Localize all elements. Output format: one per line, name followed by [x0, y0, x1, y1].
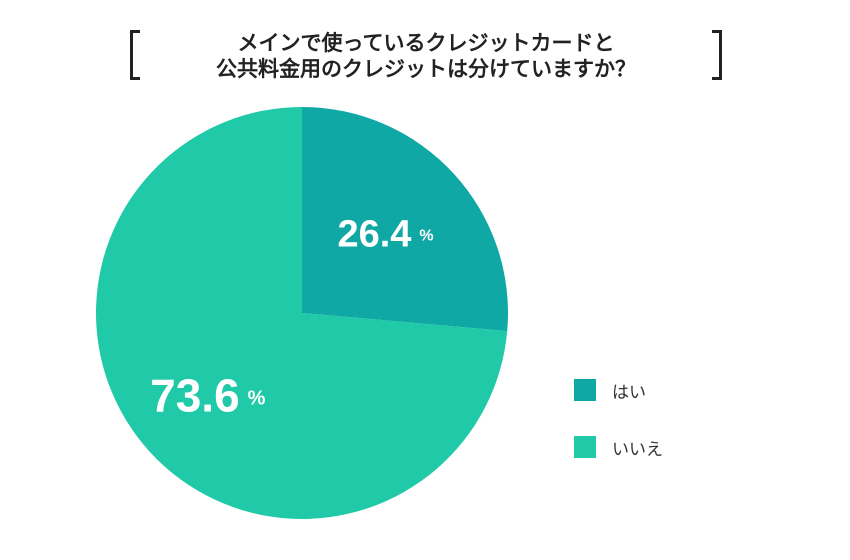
chart-title-line-2: 公共料金用のクレジットは分けていますか？ — [216, 57, 636, 81]
pie-slice-no — [95, 107, 508, 519]
legend-item-no: いいえ — [574, 435, 663, 460]
legend-label-yes: はい — [612, 382, 646, 403]
chart-legend: はい いいえ — [574, 378, 663, 492]
chart-title-line-1: メインで使っているクレジットカードと — [237, 31, 615, 55]
pie-label-no: 73.6% — [150, 369, 266, 421]
title-bracket-left — [130, 30, 140, 80]
legend-swatch-yes — [574, 379, 596, 401]
pie-slice-yes — [302, 107, 508, 332]
legend-item-yes: はい — [574, 378, 663, 403]
chart-title-block: メインで使っているクレジットカードと 公共料金用のクレジットは分けていますか？ — [130, 30, 722, 82]
chart-title: メインで使っているクレジットカードと 公共料金用のクレジットは分けていますか？ — [148, 30, 704, 82]
legend-swatch-no — [574, 436, 596, 458]
pie-label-yes: 26.4% — [337, 214, 433, 256]
legend-label-no: いいえ — [612, 439, 663, 460]
title-bracket-right — [712, 30, 722, 80]
